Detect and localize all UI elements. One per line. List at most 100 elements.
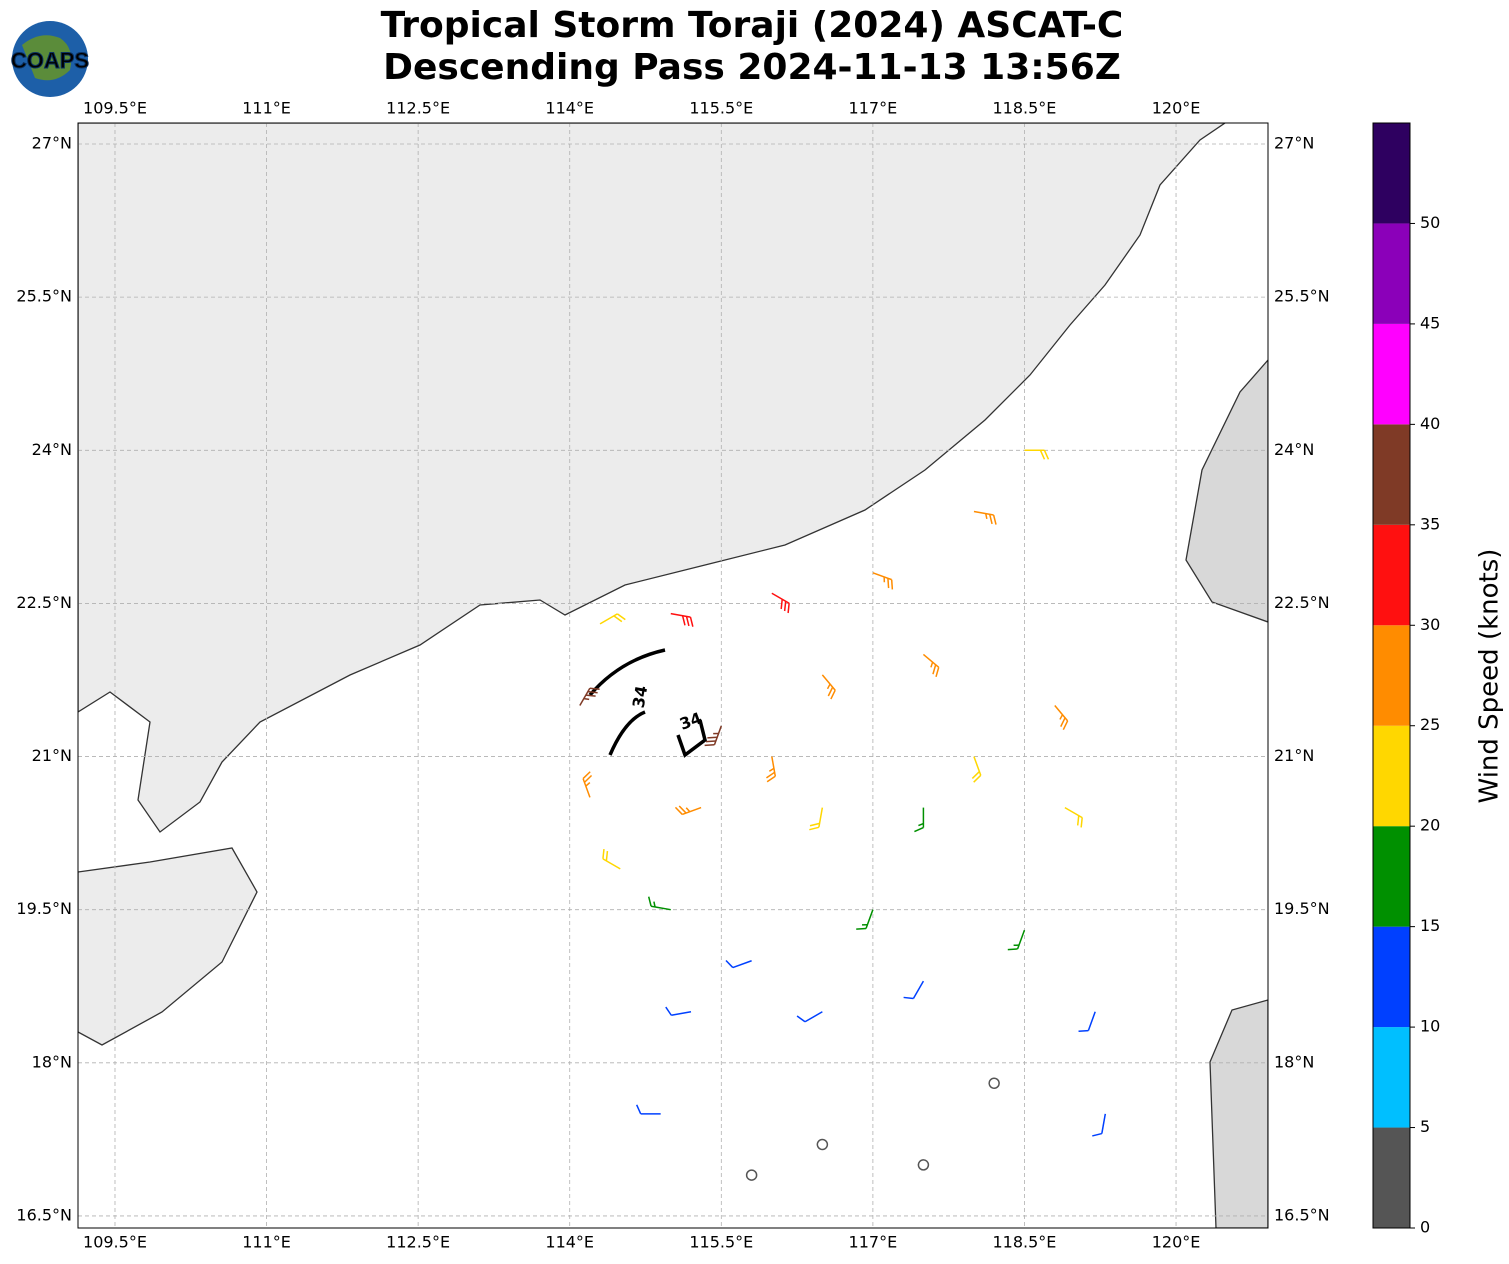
barb-full	[685, 616, 690, 627]
barb-full	[705, 740, 716, 743]
barb-full	[674, 806, 683, 815]
y-tick-label: 19.5°N	[1274, 899, 1330, 918]
barb-staff	[1064, 806, 1083, 819]
barb-staff	[1016, 929, 1026, 950]
contour-label: 34	[629, 684, 652, 709]
barb-full	[635, 1104, 642, 1115]
colorbar-segment	[1373, 223, 1410, 324]
y-tick-label: 27°N	[32, 134, 72, 153]
barb-staff	[1087, 1011, 1096, 1031]
colorbar-segment	[1373, 725, 1410, 827]
colorbar-segment	[1373, 424, 1410, 525]
wind-barb	[796, 1011, 823, 1023]
barb-full	[1078, 1029, 1089, 1033]
calm-circle	[745, 1169, 758, 1181]
barb-full	[766, 775, 776, 783]
colorbar-tick-label: 40	[1420, 414, 1440, 433]
colorbar-tick-label: 20	[1420, 816, 1440, 835]
chart-subtitle: Descending Pass 2024-11-13 13:56Z	[383, 47, 1121, 88]
wind-barb	[973, 510, 997, 525]
x-tick-label: 109.5°E	[83, 99, 147, 118]
barb-half	[585, 781, 591, 787]
wind-barb	[771, 592, 790, 614]
barb-full	[1039, 449, 1046, 460]
barb-half	[583, 697, 590, 701]
colorbar-tick-label: 15	[1420, 916, 1440, 935]
colorbar-tick-label: 5	[1420, 1117, 1430, 1136]
wind-barb	[856, 909, 874, 930]
barb-full	[766, 771, 776, 779]
x-tick-label: 114°E	[545, 1233, 594, 1252]
colorbar-tick-label: 35	[1420, 514, 1440, 533]
x-tick-label: 112.5°E	[386, 99, 450, 118]
barb-full	[856, 927, 867, 930]
barb-half	[768, 767, 775, 772]
barb-staff	[602, 858, 621, 870]
barb-full	[1060, 717, 1066, 727]
colorbar-segment	[1373, 926, 1410, 1028]
y-tick-label: 18°N	[32, 1052, 72, 1071]
wind-barb	[704, 725, 723, 747]
y-tick-label: 25.5°N	[1274, 287, 1330, 306]
barb-full	[796, 1015, 806, 1023]
wind-barb	[725, 959, 752, 969]
barb-full	[809, 822, 820, 827]
wind-barb	[1007, 929, 1026, 951]
x-tick-label: 118.5°E	[993, 99, 1057, 118]
y-tick-label: 21°N	[1274, 746, 1314, 765]
land-hainan	[78, 847, 258, 1046]
barb-staff	[599, 613, 618, 625]
x-tick-label: 112.5°E	[386, 1233, 450, 1252]
barb-full	[1007, 948, 1018, 951]
barb-half	[883, 576, 886, 583]
y-tick-label: 18°N	[1274, 1052, 1314, 1071]
barb-full	[935, 667, 940, 677]
wind-barb	[903, 980, 925, 1000]
colorbar-segment	[1373, 826, 1410, 927]
y-tick-label: 27°N	[1274, 134, 1314, 153]
barb-staff	[771, 592, 790, 604]
wind-barb	[872, 572, 894, 590]
barb-half	[1013, 944, 1020, 947]
barb-full	[725, 959, 734, 969]
wind-barb	[917, 1159, 930, 1171]
wind-barb	[766, 756, 777, 783]
colorbar-label: Wind Speed (knots)	[1475, 549, 1505, 804]
y-tick-label: 22.5°N	[16, 593, 72, 612]
wind-barb	[809, 807, 824, 831]
wind-barb	[1054, 705, 1069, 731]
barb-full	[585, 694, 596, 697]
y-tick-label: 16.5°N	[1274, 1205, 1330, 1224]
barb-full	[602, 848, 605, 859]
barb-full	[973, 774, 982, 783]
x-tick-label: 117°E	[849, 99, 898, 118]
barb-half	[826, 683, 831, 690]
barb-full	[689, 616, 694, 627]
colorbar-tick-label: 45	[1420, 313, 1440, 332]
barb-full	[704, 743, 715, 747]
wind-barb	[1064, 806, 1083, 828]
wind-barb	[971, 756, 982, 783]
colorbar-tick-label: 50	[1420, 213, 1440, 232]
colorbar-segment	[1373, 323, 1410, 425]
barb-full	[616, 613, 626, 621]
x-tick-label: 120°E	[1152, 99, 1201, 118]
barb-staff	[732, 960, 752, 969]
barb-half	[862, 923, 868, 926]
barb-staff	[670, 612, 691, 618]
barb-half	[918, 822, 924, 827]
land-luzon	[1209, 999, 1268, 1228]
y-tick-label: 24°N	[32, 440, 72, 459]
logo-text: COAPS	[11, 48, 89, 73]
barb-full	[890, 579, 894, 590]
wind-barb	[647, 896, 671, 911]
wind-barb	[1024, 449, 1050, 460]
barb-staff	[804, 1011, 823, 1023]
barb-half	[653, 901, 656, 908]
barb-full	[809, 826, 820, 831]
contour-label: 34	[677, 708, 704, 733]
barb-full	[887, 578, 890, 589]
barb-staff	[865, 909, 874, 929]
barb-staff	[650, 905, 671, 911]
